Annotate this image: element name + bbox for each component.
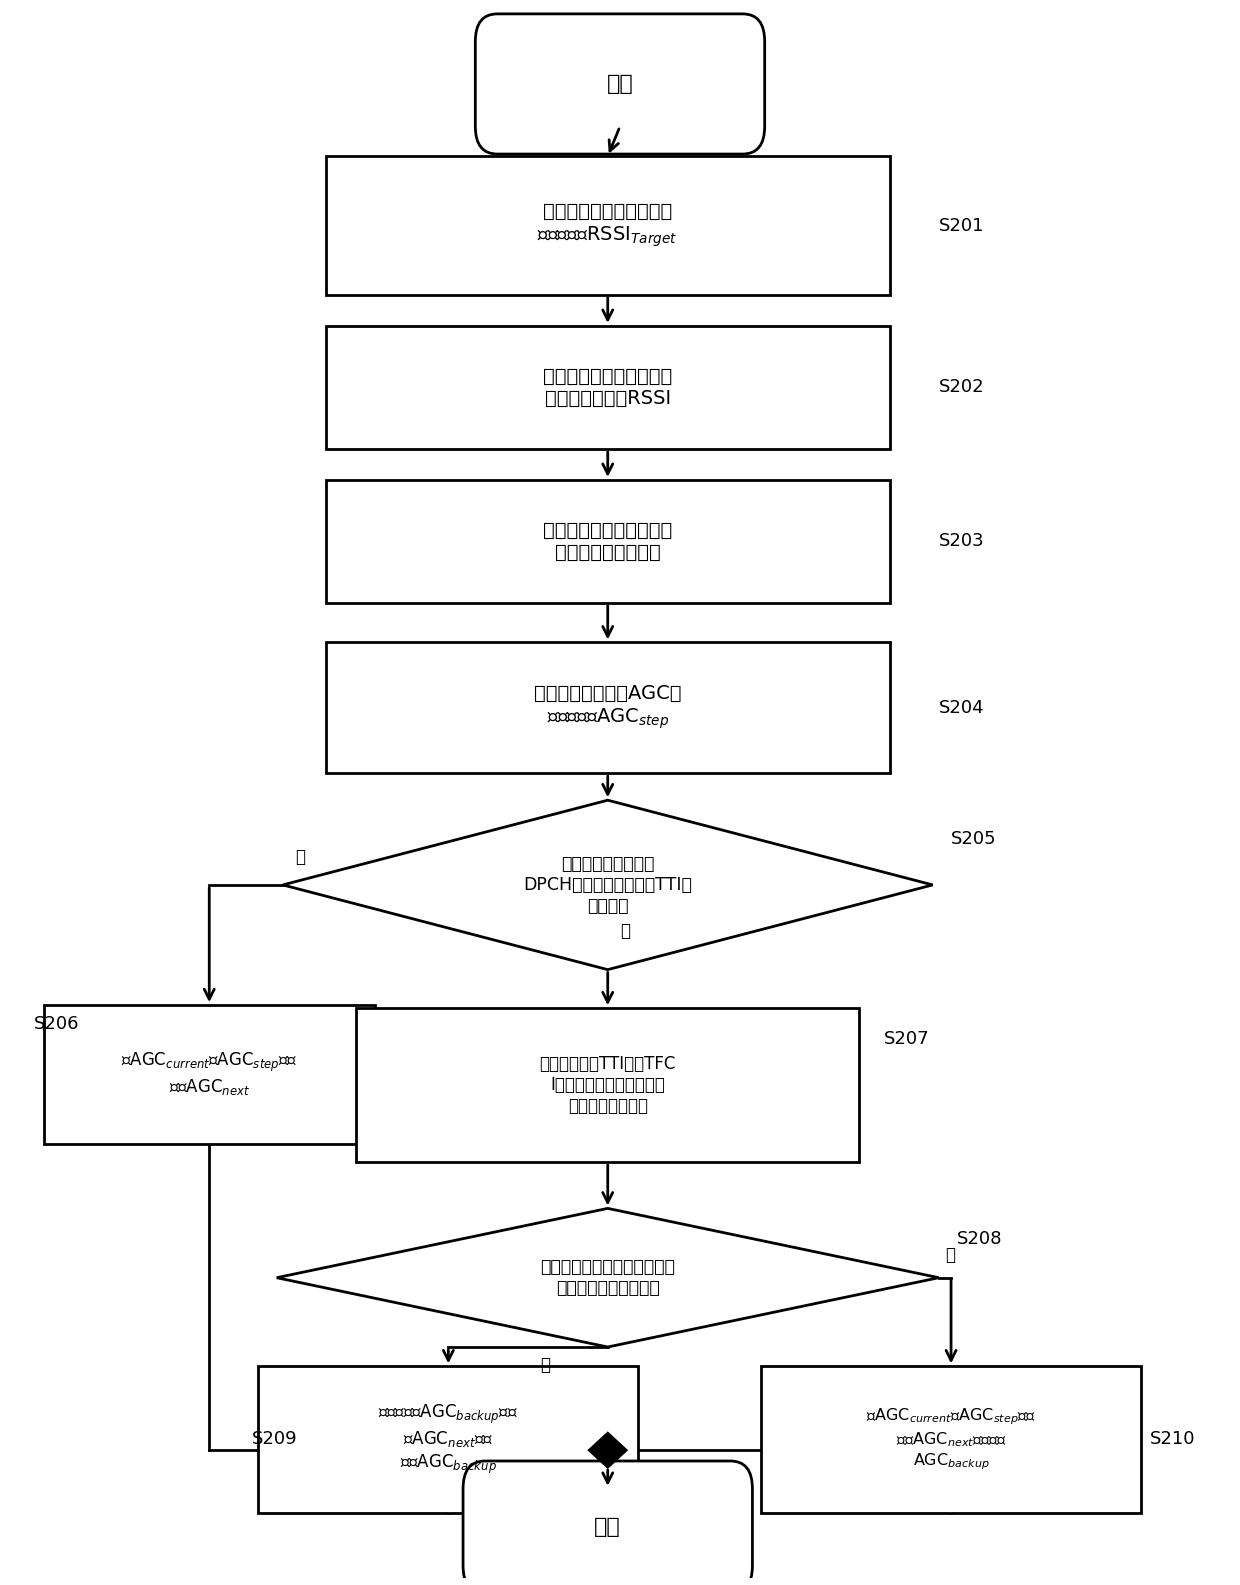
Bar <box>258 1366 639 1512</box>
Text: 结束: 结束 <box>594 1517 621 1537</box>
FancyBboxPatch shape <box>463 1461 753 1585</box>
Text: S201: S201 <box>939 217 985 235</box>
Text: 是: 是 <box>945 1246 955 1263</box>
Text: S202: S202 <box>939 379 985 396</box>
Text: 比较计算得到的接收信号
强度和预设的期望值: 比较计算得到的接收信号 强度和预设的期望值 <box>543 521 672 563</box>
Bar <box>326 327 890 449</box>
Text: 将AGC$_{current}$与AGC$_{step}$相加
得到AGC$_{next}$，并更新
AGC$_{backup}$: 将AGC$_{current}$与AGC$_{step}$相加 得到AGC$_{… <box>866 1407 1037 1472</box>
Text: 判断本下行时隙是否存在对应
本用户终端的下行信号: 判断本下行时隙是否存在对应 本用户终端的下行信号 <box>541 1258 675 1297</box>
Text: 判断当前子帧是否为
DPCH最小传输时间间隔TTI的
结束子帧: 判断当前子帧是否为 DPCH最小传输时间间隔TTI的 结束子帧 <box>523 856 692 915</box>
Text: 根据当前最小TTI内的TFC
I，计算本下行时隙实际的
无线资源占用情况: 根据当前最小TTI内的TFC I，计算本下行时隙实际的 无线资源占用情况 <box>539 1056 676 1114</box>
Polygon shape <box>277 1208 939 1347</box>
Text: S209: S209 <box>252 1430 298 1449</box>
FancyBboxPatch shape <box>475 14 765 154</box>
Text: S204: S204 <box>939 699 985 716</box>
Text: 根据比较结果确定AGC增
益的调整量AGC$_{step}$: 根据比较结果确定AGC增 益的调整量AGC$_{step}$ <box>534 685 682 731</box>
Text: 将AGC$_{current}$与AGC$_{step}$相加
得到AGC$_{next}$: 将AGC$_{current}$与AGC$_{step}$相加 得到AGC$_{… <box>122 1051 298 1097</box>
Text: S203: S203 <box>939 533 985 550</box>
Text: 设定下行时隙接收信号强
度的期望值RSSI$_{Target}$: 设定下行时隙接收信号强 度的期望值RSSI$_{Target}$ <box>537 203 678 249</box>
Text: S208: S208 <box>957 1230 1003 1249</box>
Text: 开始: 开始 <box>606 74 634 94</box>
Text: S207: S207 <box>884 1030 929 1048</box>
Bar <box>43 1005 374 1144</box>
Bar <box>761 1366 1141 1512</box>
Text: 根据设定的AGC$_{backup}$，得
到AGC$_{next}$，并
更新AGC$_{backup}$: 根据设定的AGC$_{backup}$，得 到AGC$_{next}$，并 更新… <box>378 1403 518 1476</box>
Text: S205: S205 <box>951 829 997 848</box>
Text: 否: 否 <box>541 1357 551 1374</box>
Bar <box>326 642 890 773</box>
Bar <box>326 480 890 602</box>
Bar <box>356 1008 859 1162</box>
Polygon shape <box>589 1433 626 1468</box>
Text: S206: S206 <box>33 1014 79 1032</box>
Text: S210: S210 <box>1149 1430 1195 1449</box>
Text: 计算当前子帧本业务时隙
的接收信号强度RSSI: 计算当前子帧本业务时隙 的接收信号强度RSSI <box>543 366 672 407</box>
Text: 是: 是 <box>620 922 630 940</box>
Bar <box>326 157 890 295</box>
Text: 否: 否 <box>295 848 305 865</box>
Polygon shape <box>283 800 932 970</box>
